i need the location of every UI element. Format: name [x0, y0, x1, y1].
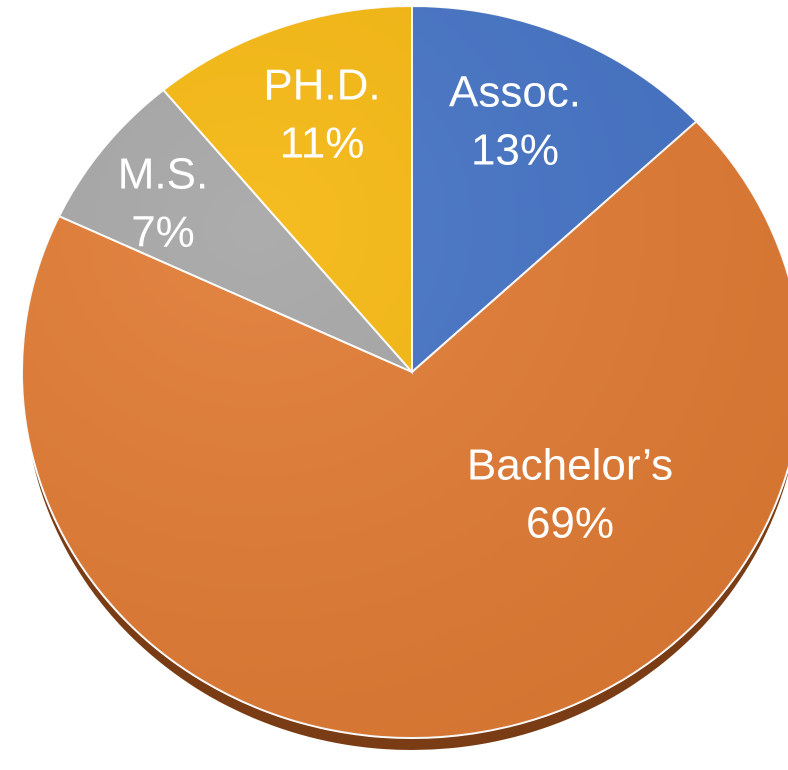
slice-name: M.S. [118, 150, 208, 199]
slice-value: 11% [280, 119, 365, 168]
slice-value: 7% [131, 208, 195, 257]
slice-name: Bachelor’s [467, 441, 673, 490]
slice-value: 69% [526, 499, 614, 548]
slice-name: Assoc. [449, 68, 581, 117]
slice-name: PH.D. [263, 61, 380, 110]
slices [21, 4, 788, 739]
slice-value: 13% [471, 126, 559, 175]
labels: Assoc. 13% Bachelor’s 69% M.S. 7% PH.D. 11% [118, 61, 673, 548]
